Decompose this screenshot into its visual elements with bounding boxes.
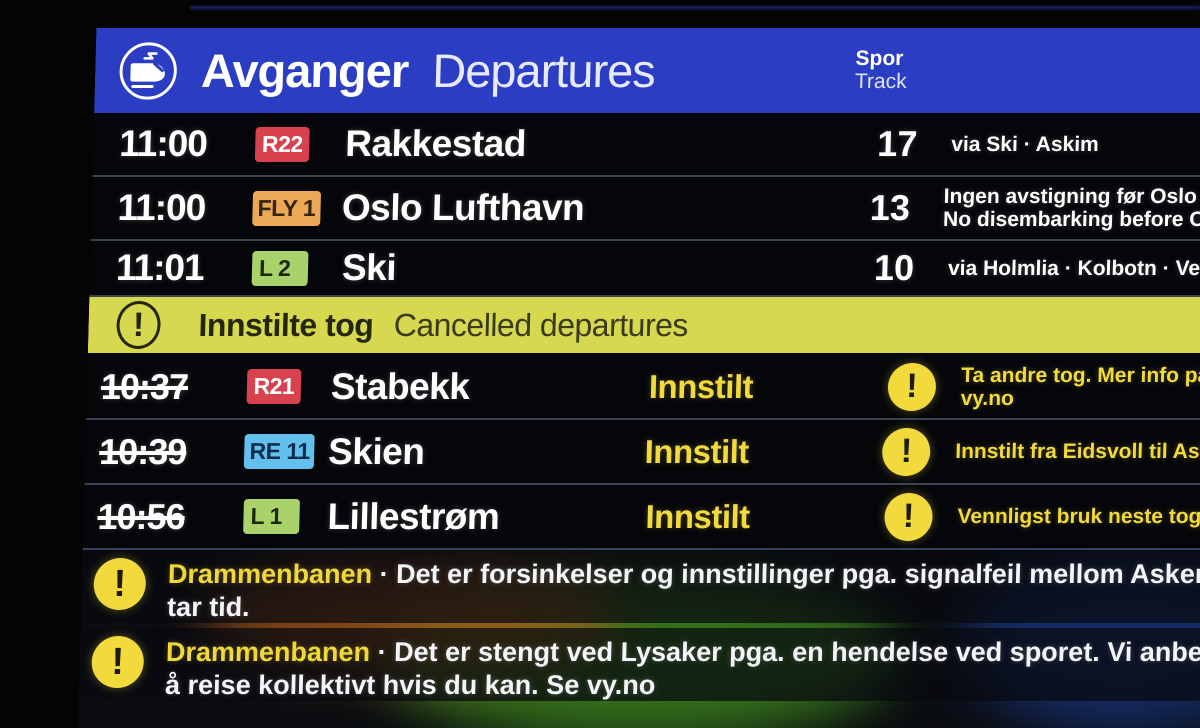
destination: Oslo Lufthavn (341, 187, 585, 228)
departure-row: 11:01 L 2 Ski 10 via Holmlia · Kolbotn ·… (89, 241, 1200, 297)
cancellation-info: Vennligst bruk neste tog (957, 505, 1200, 528)
line-badge: L 2 (251, 250, 309, 286)
departure-row: 11:00 FLY 1 Oslo Lufthavn 13 Ingen avsti… (90, 177, 1200, 241)
line-badge: L 1 (243, 499, 300, 534)
cancelled-time: 10:37 (100, 365, 189, 407)
service-alerts: ! Drammenbanen · Det er forsinkelser og … (78, 550, 1200, 728)
departure-time: 11:01 (115, 247, 205, 288)
cancelled-row: 10:39 RE 11 Skien Innstilt ! Innstilt fr… (84, 420, 1200, 485)
departure-row: 11:00 R22 Rakkestad 17 via Ski · Askim (92, 113, 1200, 177)
departure-time: 11:00 (117, 187, 206, 228)
alert-icon: ! (883, 492, 934, 541)
cancelled-banner-title: Innstilte tog Cancelled departures (198, 307, 688, 344)
destination: Ski (341, 247, 397, 288)
photo-top-reflection (190, 6, 1200, 9)
cancelled-time: 10:56 (97, 495, 186, 537)
train-icon (119, 41, 177, 100)
line-badge: RE 11 (244, 434, 316, 469)
line-badge: FLY 1 (252, 190, 321, 226)
departure-time: 11:00 (118, 123, 208, 164)
route-info: Ingen avstigning før Oslo L No disembark… (942, 185, 1200, 231)
track-number: 13 (869, 187, 911, 228)
cancellation-info: Innstilt fra Eidsvoll til Ask (955, 440, 1200, 463)
alert-message: Drammenbanen · Det er stengt ved Lysaker… (164, 637, 1200, 700)
page-title: Avganger Departures (200, 43, 656, 98)
status-cancelled: Innstilt (645, 497, 751, 535)
service-alert: ! Drammenbanen · Det er stengt ved Lysak… (78, 628, 1200, 701)
alert-line-name: Drammenbanen (167, 559, 373, 589)
warning-icon: ! (115, 301, 162, 349)
alert-icon: ! (93, 558, 147, 610)
track-column-header: Spor Track (855, 47, 908, 93)
track-number: 10 (873, 247, 915, 288)
track-label-no: Spor (855, 47, 904, 70)
line-badge: R21 (246, 369, 302, 404)
status-cancelled: Innstilt (644, 432, 750, 470)
alert-line-name: Drammenbanen (165, 637, 371, 667)
route-info: via Ski · Askim (950, 132, 1100, 156)
track-number: 17 (876, 123, 918, 164)
cancellation-info: Ta andre tog. Mer info på vy.no (960, 363, 1200, 410)
track-label-en: Track (854, 70, 907, 93)
service-alert: ! Drammenbanen · Det er forsinkelser og … (80, 550, 1200, 623)
alert-icon: ! (881, 427, 932, 476)
cancelled-title-en: Cancelled departures (393, 306, 689, 343)
board-header: Avganger Departures Spor Track (94, 28, 1200, 113)
title-norwegian: Avganger (200, 44, 409, 97)
alert-icon: ! (887, 362, 937, 411)
cancelled-row: 10:56 L 1 Lillestrøm Innstilt ! Vennligs… (82, 485, 1200, 550)
destination: Lillestrøm (327, 495, 500, 537)
destination: Skien (327, 430, 425, 472)
title-english: Departures (431, 44, 656, 97)
cancelled-banner: ! Innstilte tog Cancelled departures (87, 297, 1200, 353)
cancelled-row: 10:37 R21 Stabekk Innstilt ! Ta andre to… (86, 355, 1200, 420)
alert-message: Drammenbanen · Det er forsinkelser og in… (166, 559, 1200, 622)
cancelled-time: 10:39 (98, 430, 187, 472)
route-info: via Holmlia · Kolbotn · Vev (947, 256, 1200, 280)
cancelled-title-no: Innstilte tog (198, 306, 374, 343)
status-cancelled: Innstilt (648, 367, 754, 405)
destination: Stabekk (330, 365, 470, 407)
alert-icon: ! (91, 636, 145, 688)
destination: Rakkestad (344, 123, 527, 164)
line-badge: R22 (254, 126, 310, 162)
departure-board: Avganger Departures Spor Track 11:00 R22… (78, 28, 1200, 728)
